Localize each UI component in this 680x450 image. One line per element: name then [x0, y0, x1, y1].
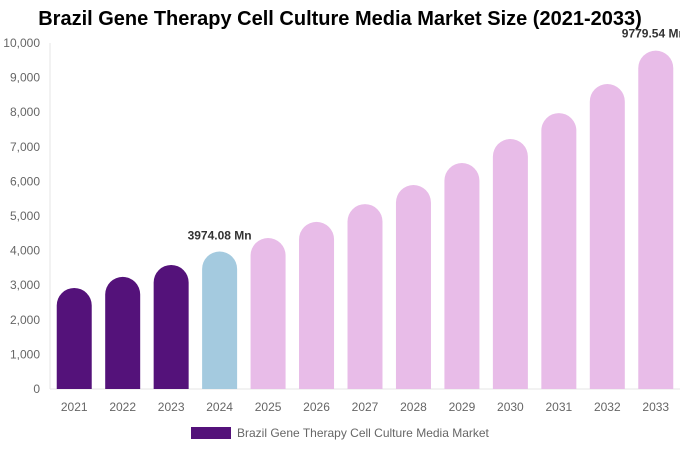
y-tick-label: 7,000 [10, 140, 40, 154]
bar-2030 [492, 139, 528, 389]
data-label: 3974.08 Mn [188, 228, 252, 242]
legend: Brazil Gene Therapy Cell Culture Media M… [191, 426, 489, 440]
x-tick-label: 2033 [642, 400, 669, 414]
bar-2023 [153, 264, 189, 389]
x-tick-label: 2025 [255, 400, 282, 414]
y-tick-label: 1,000 [10, 347, 40, 361]
bar-2029 [444, 163, 480, 389]
y-tick-label: 5,000 [10, 209, 40, 223]
bar-2026 [299, 221, 335, 389]
bar-2021 [56, 287, 92, 389]
bar-2032 [589, 84, 625, 389]
y-tick-label: 3,000 [10, 278, 40, 292]
x-tick-label: 2026 [303, 400, 330, 414]
bar-2033 [638, 50, 674, 389]
y-tick-label: 10,000 [3, 36, 40, 50]
y-tick-label: 6,000 [10, 174, 40, 188]
y-tick-label: 4,000 [10, 244, 40, 258]
x-tick-label: 2029 [449, 400, 476, 414]
y-tick-label: 8,000 [10, 105, 40, 119]
y-tick-label: 2,000 [10, 313, 40, 327]
x-tick-label: 2031 [545, 400, 572, 414]
bar-2025 [250, 237, 286, 389]
x-tick-label: 2024 [206, 400, 233, 414]
y-tick-label: 9,000 [10, 71, 40, 85]
y-tick-label: 0 [33, 382, 40, 396]
x-tick-label: 2032 [594, 400, 621, 414]
legend-swatch [191, 427, 231, 439]
x-tick-label: 2028 [400, 400, 427, 414]
x-tick-label: 2030 [497, 400, 524, 414]
x-tick-label: 2023 [158, 400, 185, 414]
x-tick-label: 2022 [109, 400, 136, 414]
data-label: 9779.54 Mn [622, 27, 680, 41]
bar-2028 [395, 185, 431, 389]
bar-2024 [202, 251, 238, 389]
bar-2027 [347, 204, 383, 389]
x-tick-label: 2021 [61, 400, 88, 414]
chart-title: Brazil Gene Therapy Cell Culture Media M… [38, 8, 642, 30]
bar-2022 [105, 276, 141, 389]
legend-label: Brazil Gene Therapy Cell Culture Media M… [237, 426, 489, 440]
bar-2031 [541, 113, 577, 389]
x-tick-label: 2027 [352, 400, 379, 414]
